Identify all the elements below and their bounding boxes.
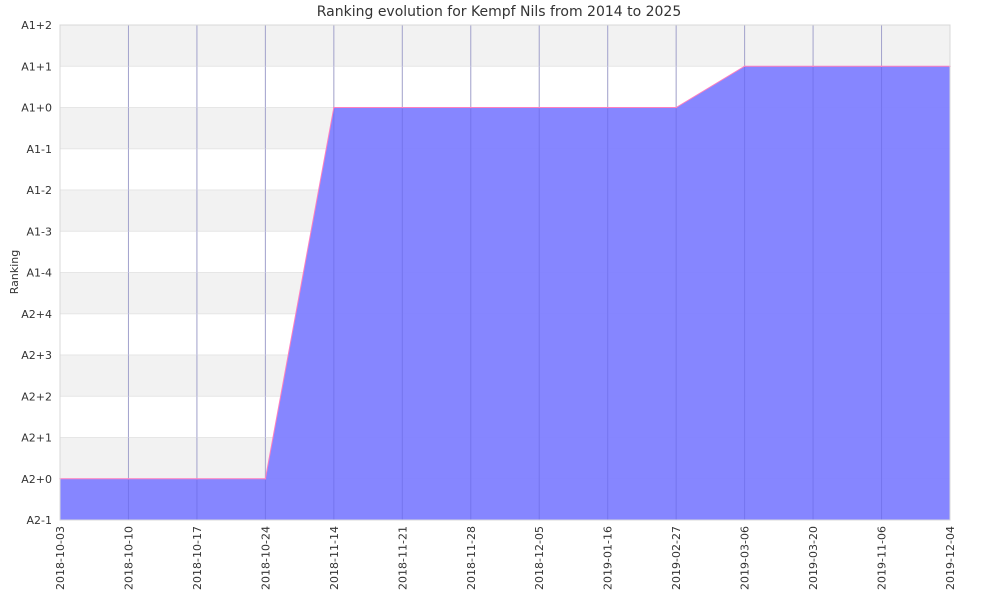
y-tick-label: A1-4 <box>27 267 53 280</box>
x-tick-label: 2019-11-06 <box>876 526 889 590</box>
data-point <box>606 106 609 109</box>
data-point <box>401 106 404 109</box>
x-tick-label: 2018-10-24 <box>259 526 272 590</box>
x-tick-label: 2019-03-20 <box>807 526 820 590</box>
x-tick-label: 2018-11-14 <box>328 526 341 590</box>
y-tick-label: A2+4 <box>21 308 52 321</box>
data-point <box>812 65 814 68</box>
y-tick-label: A1+2 <box>21 19 52 32</box>
background-band <box>60 25 950 67</box>
y-tick-label: A1-3 <box>27 225 53 238</box>
data-point <box>675 106 677 109</box>
x-tick-label: 2018-10-03 <box>54 526 67 590</box>
chart-title: Ranking evolution for Kempf Nils from 20… <box>317 4 682 20</box>
x-tick-label: 2018-10-10 <box>122 526 135 590</box>
x-tick-label: 2019-02-27 <box>670 526 683 590</box>
y-axis-label: Ranking <box>8 250 21 295</box>
ranking-area <box>60 66 950 520</box>
data-point <box>127 477 130 480</box>
data-point <box>880 65 883 68</box>
data-point <box>469 106 472 109</box>
ranking-line <box>60 65 950 480</box>
y-axis-ticks: A2-1 A2+0 A2+1 A2+2 A2+3 A2+4 A1-4 A1-3 A1-2 A1-1… <box>21 19 52 527</box>
x-tick-label: 2018-10-17 <box>191 526 204 590</box>
x-tick-label: 2018-11-28 <box>465 526 478 590</box>
y-tick-label: A2-1 <box>27 514 53 527</box>
y-tick-label: A2+0 <box>21 473 52 486</box>
data-point <box>333 106 335 109</box>
y-tick-label: A2+3 <box>21 349 52 362</box>
plot-border <box>59 24 951 521</box>
y-tick-label: A1+1 <box>21 60 52 73</box>
y-tick-label: A1+0 <box>21 102 52 115</box>
y-tick-label: A2+2 <box>21 390 52 403</box>
x-tick-label: 2018-11-21 <box>396 526 409 590</box>
x-tick-label: 2019-03-06 <box>739 526 752 590</box>
data-point <box>538 106 541 109</box>
x-tick-label: 2018-12-05 <box>533 526 546 590</box>
data-point <box>743 65 746 68</box>
y-tick-label: A1-1 <box>27 143 53 156</box>
y-tick-label: A1-2 <box>27 184 53 197</box>
y-tick-label: A2+1 <box>21 432 52 445</box>
data-point <box>196 477 198 480</box>
x-axis-ticks: 2018-10-03 2018-10-10 2018-10-17 2018-10-24… <box>54 526 957 590</box>
data-point <box>264 477 267 480</box>
x-tick-label: 2019-12-04 <box>944 526 957 590</box>
x-tick-label: 2019-01-16 <box>602 526 615 590</box>
